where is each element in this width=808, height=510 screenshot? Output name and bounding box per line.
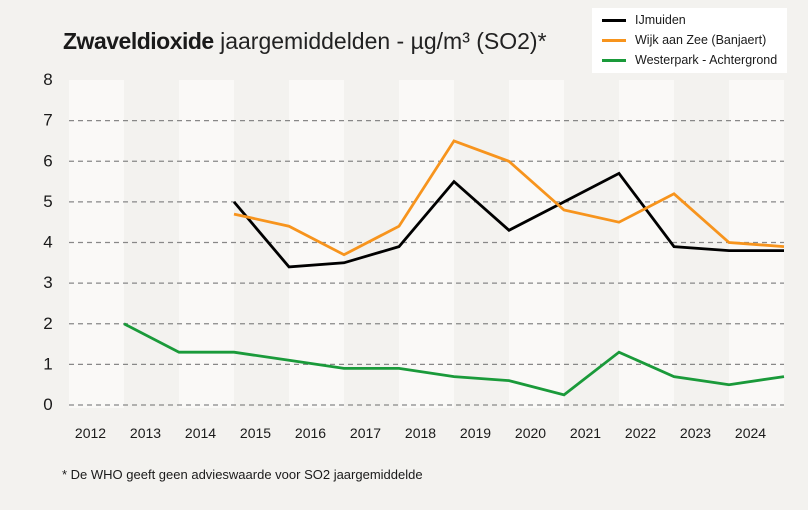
column-band [399,80,454,408]
x-tick-label: 2013 [130,425,161,441]
column-band [344,80,399,408]
legend-swatch [602,58,626,62]
x-tick-label: 2014 [185,425,216,441]
column-band [289,80,344,408]
footnote: * De WHO geeft geen advieswaarde voor SO… [62,467,423,482]
column-band [564,80,619,408]
series-line-1 [233,139,785,257]
legend-item-wijk-aan-zee: Wijk aan Zee (Banjaert) [602,31,766,49]
legend-swatch [602,18,626,22]
x-tick-label: 2024 [735,425,766,441]
x-tick-label: 2015 [240,425,271,441]
series-line-0 [232,171,784,269]
y-tick-label: 1 [43,354,52,373]
x-tick-label: 2019 [460,425,491,441]
y-tick-label: 7 [43,111,52,130]
x-tick-label: 2016 [295,425,326,441]
y-tick-label: 2 [43,314,52,333]
legend-item-westerpark: Westerpark - Achtergrond [602,51,777,69]
column-band [674,80,729,408]
y-tick-label: 3 [43,273,52,292]
x-tick-label: 2020 [515,425,546,441]
legend-label: IJmuiden [635,13,686,27]
series-line-2 [123,322,785,397]
legend-label: Wijk aan Zee (Banjaert) [635,33,767,47]
y-tick-label: 4 [43,233,52,252]
y-tick-label: 0 [43,395,52,414]
x-tick-label: 2021 [570,425,601,441]
column-band [179,80,234,408]
chart-title-bold: Zwaveldioxide [63,28,214,54]
chart-title: Zwaveldioxide jaargemiddelden - µg/m³ (S… [63,28,547,55]
y-tick-label: 6 [43,151,52,170]
x-tick-label: 2012 [75,425,106,441]
column-band [69,80,124,408]
y-tick-label: 8 [43,70,52,89]
chart-title-rest: jaargemiddelden - µg/m³ (SO2)* [213,28,547,54]
column-band [124,80,179,408]
legend-swatch [602,38,626,42]
column-band [454,80,509,408]
legend-item-ijmuiden: IJmuiden [602,11,686,29]
column-band [509,80,564,408]
x-tick-label: 2017 [350,425,381,441]
x-tick-label: 2023 [680,425,711,441]
x-tick-label: 2022 [625,425,656,441]
legend-label: Westerpark - Achtergrond [635,53,778,67]
column-band [619,80,674,408]
y-tick-label: 5 [43,192,52,211]
x-tick-label: 2018 [405,425,436,441]
legend: IJmuiden Wijk aan Zee (Banjaert) Westerp… [592,8,787,73]
